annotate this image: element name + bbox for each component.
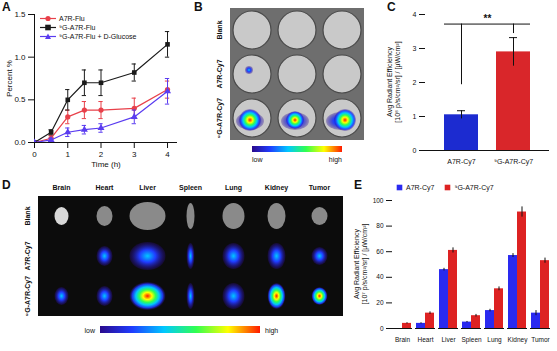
svg-text:3: 3 bbox=[132, 150, 137, 159]
html-text:⁹G-A7R-Flu: ⁹G-A7R-Flu bbox=[59, 24, 96, 31]
svg-text:high: high bbox=[265, 327, 278, 335]
svg-text:100: 100 bbox=[373, 197, 384, 204]
svg-text:1.0: 1.0 bbox=[14, 53, 26, 62]
svg-text:A7R-Cy7: A7R-Cy7 bbox=[447, 158, 476, 166]
svg-text:0: 0 bbox=[32, 150, 37, 159]
svg-text:1: 1 bbox=[413, 113, 417, 120]
svg-text:A7R-Cy7: A7R-Cy7 bbox=[216, 59, 224, 88]
svg-text:low: low bbox=[252, 156, 263, 163]
svg-text:Brain: Brain bbox=[53, 184, 71, 191]
svg-text:1.5: 1.5 bbox=[14, 10, 26, 19]
html-text:Avg Radiant Efficiency [10⁸ p/: Avg Radiant Efficiency [10⁸ p/s/cm²/sr] … bbox=[386, 41, 401, 123]
svg-text:Heart: Heart bbox=[418, 336, 434, 343]
svg-text:0.5: 0.5 bbox=[14, 95, 26, 104]
svg-text:Tumor: Tumor bbox=[309, 184, 331, 191]
svg-text:Heart: Heart bbox=[96, 184, 115, 191]
svg-text:⁹G-A7R-Cy7: ⁹G-A7R-Cy7 bbox=[24, 276, 32, 316]
svg-text:0.0: 0.0 bbox=[14, 138, 26, 147]
svg-text:0: 0 bbox=[380, 325, 384, 332]
svg-text:Kidney: Kidney bbox=[265, 184, 288, 192]
svg-text:Lung: Lung bbox=[487, 336, 502, 344]
svg-text:4: 4 bbox=[413, 11, 417, 18]
html-text:A7R-Cy7: A7R-Cy7 bbox=[406, 184, 435, 191]
svg-text:Spleen: Spleen bbox=[461, 336, 482, 344]
html-text:⁹G-A7R-Cy7: ⁹G-A7R-Cy7 bbox=[454, 184, 494, 191]
svg-text:Spleen: Spleen bbox=[179, 184, 202, 192]
svg-text:2: 2 bbox=[99, 150, 104, 159]
svg-text:low: low bbox=[84, 327, 95, 334]
svg-text:Lung: Lung bbox=[225, 184, 242, 192]
svg-text:Time (h): Time (h) bbox=[91, 160, 121, 169]
html-text:D: D bbox=[2, 178, 11, 192]
html-text:B: B bbox=[194, 0, 203, 14]
svg-text:⁹G-A7R-Cy7: ⁹G-A7R-Cy7 bbox=[216, 98, 224, 138]
svg-text:Kidney: Kidney bbox=[508, 336, 529, 344]
svg-text:Blank: Blank bbox=[24, 206, 31, 225]
svg-text:Liver: Liver bbox=[139, 184, 156, 191]
svg-text:40: 40 bbox=[376, 273, 384, 280]
html-text:E: E bbox=[354, 178, 362, 192]
html-text:⁹G-A7R-Flu + D-Glucose: ⁹G-A7R-Flu + D-Glucose bbox=[59, 33, 137, 40]
svg-text:Percent %: Percent % bbox=[5, 60, 14, 97]
svg-text:80: 80 bbox=[376, 222, 384, 229]
svg-text:60: 60 bbox=[376, 248, 384, 255]
svg-text:Blank: Blank bbox=[216, 20, 223, 39]
svg-text:⁹G-A7R-Cy7: ⁹G-A7R-Cy7 bbox=[494, 158, 533, 166]
html-text:C: C bbox=[387, 0, 396, 14]
svg-text:Brain: Brain bbox=[395, 336, 411, 343]
svg-text:Tumor: Tumor bbox=[531, 336, 550, 343]
html-text:Avg Radiant Efficiency [10⁷ p/: Avg Radiant Efficiency [10⁷ p/s/cm²/sr] … bbox=[353, 223, 368, 305]
svg-text:3: 3 bbox=[413, 45, 417, 52]
svg-text:Liver: Liver bbox=[441, 336, 456, 343]
svg-text:20: 20 bbox=[376, 299, 384, 306]
html-text:A: A bbox=[2, 0, 11, 14]
svg-text:0: 0 bbox=[413, 147, 417, 154]
svg-text:A7R-Cy7: A7R-Cy7 bbox=[24, 241, 32, 270]
svg-text:4: 4 bbox=[165, 150, 170, 159]
html-text:A7R-Flu: A7R-Flu bbox=[59, 15, 85, 22]
svg-text:**: ** bbox=[484, 13, 492, 24]
svg-text:2: 2 bbox=[413, 79, 417, 86]
svg-text:1: 1 bbox=[66, 150, 71, 159]
svg-text:high: high bbox=[329, 156, 342, 164]
